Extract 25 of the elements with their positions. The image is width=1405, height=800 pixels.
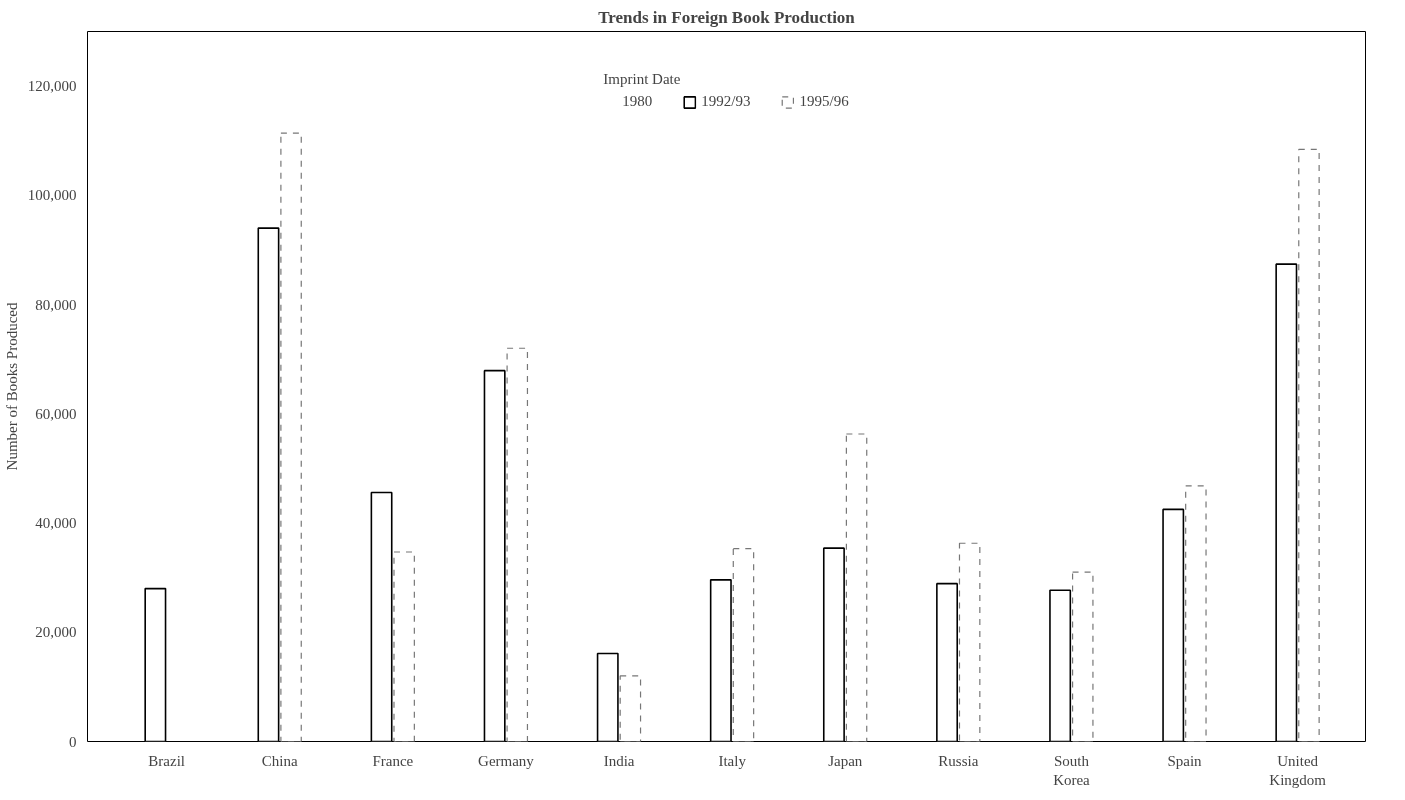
legend-label: 1995/96 (799, 93, 849, 110)
x-tick-label: Brazil (148, 752, 185, 769)
legend-label: 1992/93 (701, 93, 751, 110)
y-tick-label: 60,000 (35, 405, 77, 422)
x-tick-label: United Kingdom (1269, 752, 1327, 788)
y-tick-label: 120,000 (27, 78, 77, 95)
chart-title: Trends in Foreign Book Production (598, 7, 856, 27)
legend-title: Imprint Date (603, 71, 682, 88)
x-tick-label: Germany (478, 752, 535, 769)
x-tick-label: Spain (1167, 752, 1203, 769)
x-tick-label: Japan (828, 752, 863, 769)
x-tick-label: Italy (718, 752, 747, 769)
y-axis-title: Number of Books Produced (3, 302, 20, 471)
x-tick-label: France (372, 752, 414, 769)
y-tick-label: 100,000 (27, 187, 77, 204)
x-tick-label: India (603, 752, 635, 769)
y-tick-label: 80,000 (35, 296, 77, 313)
text: 1980 (622, 93, 653, 110)
y-tick-label: 20,000 (35, 624, 77, 641)
x-tick-label: Russia (938, 752, 979, 769)
x-tick-label: South Korea (1053, 752, 1091, 788)
y-tick-label: 40,000 (35, 515, 77, 532)
x-tick-label: China (261, 752, 299, 769)
y-tick-label: 0 (69, 733, 77, 750)
bar (144, 587, 167, 742)
